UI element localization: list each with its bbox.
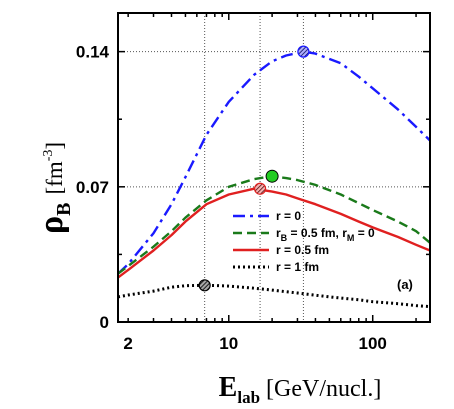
plot-frame [117,12,431,323]
ticks: 2 10 100 0 0.07 0.14 [76,13,430,353]
y-tick-label: 0.07 [76,178,109,197]
marker-tint [254,183,266,195]
x-axis-unit: [GeV/nucl.] [266,376,381,402]
x-tick-label: 10 [219,334,238,353]
y-tick-label: 0.14 [76,43,110,62]
y-axis-unit: [fm [42,161,67,194]
legend: r = 0 rB = 0.5 fm, rM = 0r = 0.5 fm r = 1 … [233,209,375,274]
series-line-2 [117,175,431,275]
marker-filled [265,169,279,183]
marker-hatched [297,45,310,58]
x-axis-label: Elab [GeV/nucl.] [219,372,382,407]
marker-hatched [198,279,211,292]
x-axis-symbol-sub: lab [237,388,260,407]
y-axis-label: ρB [fm-3] [33,142,75,234]
legend-label-4: r = 1 fm [276,260,319,274]
marker-layer [198,45,310,292]
series-line-4 [117,283,431,309]
legend-label-1: r = 0 [276,209,301,223]
marker-tint [297,46,309,58]
panel-label: (a) [397,277,413,292]
y-axis-symbol: ρ [33,216,70,234]
marker-tint [199,279,211,291]
gridlines [118,13,430,322]
y-axis-unit-close: ] [42,142,67,150]
y-axis-unit-sup: -3 [41,150,56,162]
legend-label-2: rB = 0.5 fm, rM = 0 [276,226,375,243]
y-axis-symbol-sub: B [53,203,75,216]
legend-label-3: r = 0.5 fm [276,243,329,257]
x-tick-label: 100 [359,334,387,353]
y-tick-label: 0 [100,313,109,332]
marker-hatched [253,182,267,195]
x-tick-label: 2 [123,334,132,353]
series-line-3 [117,187,431,279]
series-line-1 [117,50,431,275]
x-axis-symbol: E [219,372,238,403]
series-layer [117,50,431,309]
